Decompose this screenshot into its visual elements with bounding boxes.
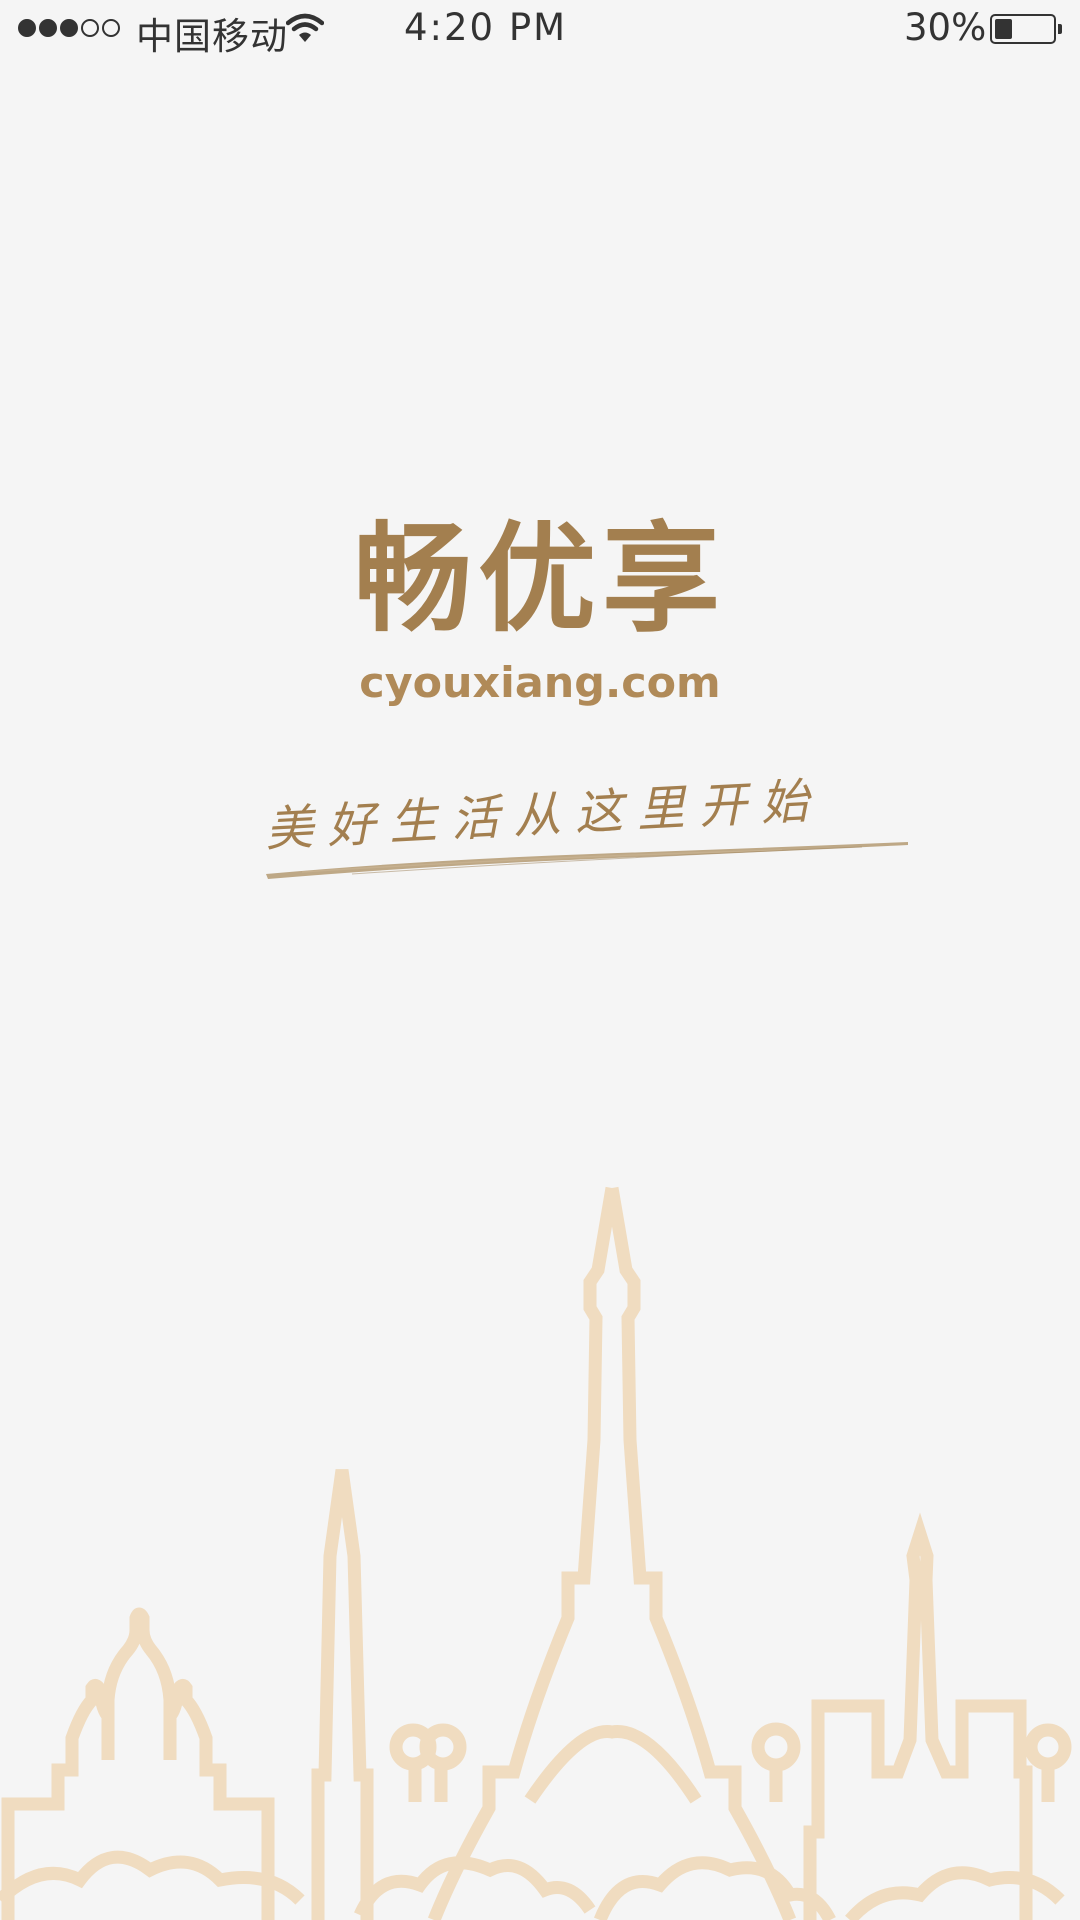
app-logo-title: 畅优享 [353, 510, 726, 648]
clock: 4:20 PM [404, 6, 568, 49]
signal-dot [18, 19, 36, 37]
brush-stroke-underline [266, 842, 908, 879]
battery-percentage: 30% [904, 6, 987, 49]
status-bar: 中国移动 4:20 PM 30% [0, 0, 1080, 58]
battery-tip [1058, 24, 1062, 34]
app-domain: cyouxiang.com [359, 658, 721, 707]
battery-icon [990, 14, 1062, 44]
city-skyline-illustration [0, 1186, 1072, 1920]
signal-dot [81, 19, 99, 37]
carrier-name: 中国移动 [136, 15, 288, 58]
wifi-icon [286, 13, 324, 42]
signal-dot [60, 19, 78, 37]
signal-dot [39, 19, 57, 37]
battery-level [995, 19, 1012, 39]
signal-dot [102, 19, 120, 37]
signal-strength-icon [18, 19, 120, 37]
